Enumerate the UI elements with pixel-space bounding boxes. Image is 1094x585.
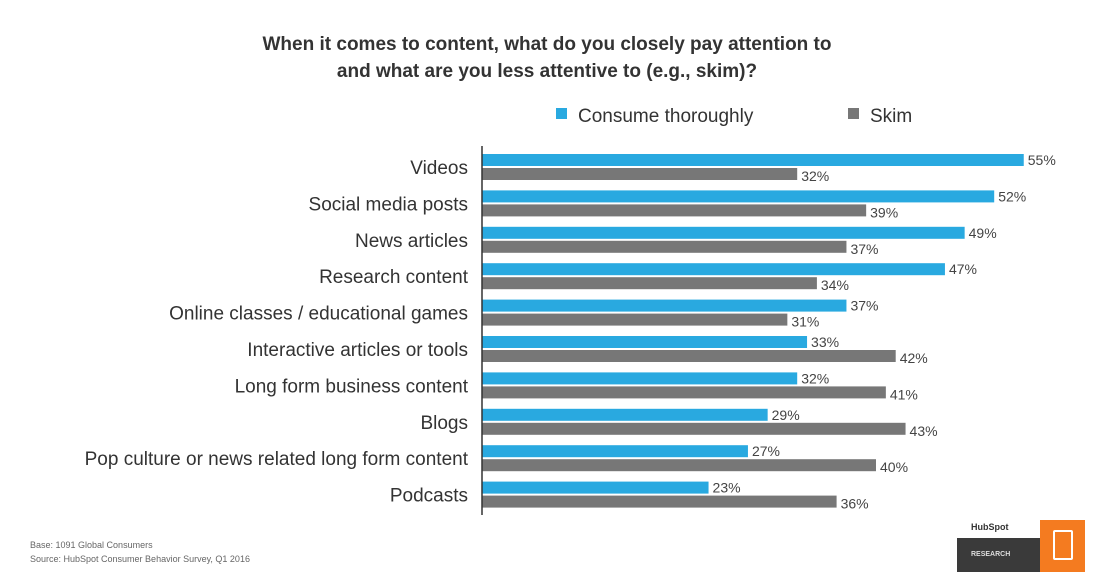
category-label: News articles: [355, 231, 468, 252]
data-label: 49%: [969, 225, 997, 241]
data-label: 36%: [841, 496, 869, 512]
bar: [482, 495, 837, 508]
data-label: 29%: [772, 407, 800, 423]
data-label: 31%: [791, 314, 819, 330]
data-label: 32%: [801, 168, 829, 184]
bar: [482, 422, 906, 435]
chart-subtitle: and what are you less attentive to (e.g.…: [336, 61, 758, 82]
data-label: 47%: [949, 261, 977, 277]
data-label: 34%: [821, 277, 849, 293]
data-label: 43%: [910, 423, 938, 439]
category-label: Interactive articles or tools: [247, 340, 468, 361]
category-label: Pop culture or news related long form co…: [85, 449, 469, 470]
data-label: 32%: [801, 370, 829, 386]
bar: [482, 263, 945, 276]
data-label: 42%: [900, 350, 928, 366]
hubspot-research-logo: HubSpot RESEARCH: [957, 520, 1085, 572]
bar: [482, 313, 788, 326]
footer-source: Source: HubSpot Consumer Behavior Survey…: [30, 554, 250, 564]
data-label: 23%: [713, 480, 741, 496]
data-label: 52%: [998, 188, 1026, 204]
legend-label: Consume thoroughly: [578, 106, 754, 127]
data-label: 41%: [890, 386, 918, 402]
bar: [482, 240, 847, 253]
category-label: Long form business content: [235, 376, 469, 397]
data-label: 37%: [850, 241, 878, 257]
bar: [482, 459, 876, 472]
bar: [482, 277, 817, 290]
bar: [482, 481, 709, 494]
category-label: Blogs: [420, 413, 468, 434]
bar: [482, 190, 995, 203]
bar: [482, 408, 768, 421]
logo-brand: HubSpot: [971, 522, 1009, 532]
data-label: 37%: [850, 298, 878, 314]
data-label: 39%: [870, 204, 898, 220]
data-label: 55%: [1028, 152, 1056, 168]
data-label: 33%: [811, 334, 839, 350]
category-label: Podcasts: [390, 486, 468, 507]
data-label: 27%: [752, 443, 780, 459]
bar: [482, 154, 1024, 166]
legend-label: Skim: [870, 106, 912, 127]
bar: [482, 372, 798, 385]
data-label: 40%: [880, 459, 908, 475]
bar: [482, 336, 808, 348]
chart-title: When it comes to content, what do you cl…: [262, 34, 832, 55]
bar: [482, 299, 847, 312]
category-label: Social media posts: [309, 194, 468, 215]
bar: [482, 168, 798, 180]
bar: [482, 445, 748, 458]
category-label: Online classes / educational games: [169, 304, 468, 325]
category-label: Videos: [410, 158, 468, 179]
logo-label: RESEARCH: [971, 551, 1011, 558]
clipboard-icon: [1040, 520, 1085, 572]
legend-swatch: [556, 108, 567, 119]
footer-base: Base: 1091 Global Consumers: [30, 540, 153, 550]
category-label: Research content: [319, 267, 469, 288]
bar: [482, 386, 886, 399]
bar: [482, 226, 965, 239]
bar: [482, 350, 896, 362]
legend-swatch: [848, 108, 859, 119]
bar: [482, 204, 867, 217]
